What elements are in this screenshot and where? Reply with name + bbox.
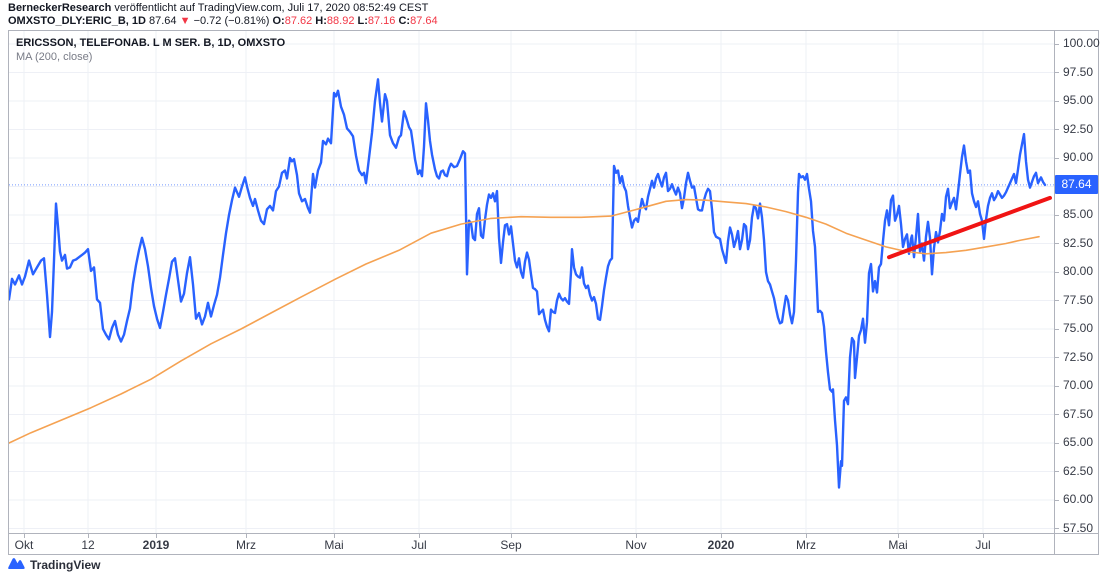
high-key: H: <box>315 15 327 27</box>
price-tick-label: 82.50 <box>1063 235 1094 250</box>
time-tick <box>721 534 722 538</box>
author-name: BerneckerResearch <box>8 2 112 14</box>
price-tick <box>1055 44 1059 45</box>
price-scale[interactable]: 100.00 97.50 95.00 92.50 90.00 85.00 82.50 80.0… <box>1055 31 1100 535</box>
time-tick <box>156 534 157 538</box>
price-tick <box>1055 357 1059 358</box>
price-tick <box>1055 215 1059 216</box>
price-chart-canvas[interactable] <box>9 31 1054 533</box>
close-key: C: <box>398 15 411 27</box>
price-tick-label: 65.00 <box>1063 435 1094 449</box>
price-tick <box>1055 72 1059 73</box>
time-tick <box>24 534 25 538</box>
trend-line-drawing[interactable] <box>887 195 1052 260</box>
time-tick-label: 12 <box>81 538 95 552</box>
price-tick <box>1055 329 1059 330</box>
open-key: O: <box>272 15 285 27</box>
price-tick-label: 90.00 <box>1063 150 1094 164</box>
time-tick-label: 2019 <box>142 538 170 552</box>
price-tick-label: 85.00 <box>1063 207 1094 221</box>
price-tick <box>1055 414 1059 415</box>
time-tick <box>898 534 899 538</box>
price-tick-label: 57.50 <box>1063 520 1094 535</box>
low-value: 87.16 <box>367 15 396 27</box>
price-tick-label: 67.50 <box>1063 406 1094 421</box>
last-price-value: 87.64 <box>149 15 177 27</box>
price-line[interactable] <box>9 78 1047 489</box>
price-tick <box>1055 471 1059 472</box>
price-tick <box>1055 129 1059 130</box>
high-value: 88.92 <box>326 15 355 27</box>
chart-legend[interactable]: ERICSSON, TELEFONAB. L M SER. B, 1D, OMX… <box>16 36 285 64</box>
close-value: 87.64 <box>410 15 438 27</box>
legend-symbol-title: ERICSSON, TELEFONAB. L M SER. B, 1D, OMX… <box>16 37 286 49</box>
publication-note: veröffentlicht auf TradingView.com, Juli… <box>111 2 429 14</box>
price-tick-label: 70.00 <box>1063 378 1094 392</box>
time-tick-label: Sep <box>500 538 522 552</box>
price-tick-label: 77.50 <box>1063 292 1094 307</box>
time-tick-label: Jul <box>411 538 427 552</box>
price-tick <box>1055 243 1059 244</box>
price-tick-label: 92.50 <box>1063 121 1094 136</box>
legend-ma-label: MA (200, close) <box>16 51 93 63</box>
chart-frame: ERICSSON, TELEFONAB. L M SER. B, 1D, OMX… <box>8 30 1100 555</box>
time-tick <box>636 534 637 538</box>
time-tick-label: Nov <box>625 538 647 552</box>
price-tick-label: 100.00 <box>1063 36 1100 50</box>
tradingview-watermark[interactable]: TradingView <box>8 557 100 573</box>
time-tick <box>246 534 247 538</box>
price-tick-label: 72.50 <box>1063 349 1094 364</box>
price-tick-label: 75.00 <box>1063 321 1094 335</box>
time-tick <box>88 534 89 538</box>
open-value: 87.62 <box>284 15 313 27</box>
time-scale[interactable]: Okt 12 2019 Mrz Mai Jul Sep Nov 2020 Mrz Mai Jul <box>9 534 1054 554</box>
symbol-name: OMXSTO_DLY:ERIC_B, 1D <box>8 15 146 27</box>
time-tick <box>419 534 420 538</box>
price-tick-label: 97.50 <box>1063 64 1094 79</box>
time-scale-separator <box>9 533 1098 534</box>
time-tick-label: Mrz <box>236 538 256 552</box>
publication-byline: BerneckerResearch veröffentlicht auf Tra… <box>8 2 438 15</box>
symbol-info-row: OMXSTO_DLY:ERIC_B, 1D 87.64 ▼ −0.72 (−0.… <box>8 15 438 28</box>
price-tick <box>1055 443 1059 444</box>
down-arrow-icon: ▼ <box>179 15 191 27</box>
price-scale-separator <box>1054 31 1055 554</box>
time-tick <box>511 534 512 538</box>
time-tick <box>806 534 807 538</box>
time-tick <box>983 534 984 538</box>
price-tick-label: 62.50 <box>1063 463 1094 478</box>
price-tick <box>1055 300 1059 301</box>
time-tick-label: Jul <box>975 538 991 552</box>
time-tick-label: 2020 <box>707 538 735 552</box>
price-change: −0.72 (−0.81%) <box>193 15 270 27</box>
price-tick <box>1055 528 1059 529</box>
time-tick-label: Mai <box>888 538 908 552</box>
price-tick <box>1055 101 1059 102</box>
tradingview-logo-icon <box>8 557 25 573</box>
price-tick-label: 80.00 <box>1063 264 1094 278</box>
price-tick-label: 60.00 <box>1063 492 1094 506</box>
time-tick-label: Okt <box>14 538 34 552</box>
publication-header: BerneckerResearch veröffentlicht auf Tra… <box>8 2 438 28</box>
time-tick <box>334 534 335 538</box>
last-price-label: 87.64 <box>1055 175 1098 194</box>
ma-line[interactable] <box>9 198 1040 444</box>
price-tick-label: 95.00 <box>1063 93 1094 107</box>
tradingview-watermark-text: TradingView <box>30 558 101 572</box>
price-tick <box>1055 272 1059 273</box>
price-tick <box>1055 500 1059 501</box>
low-key: L: <box>357 15 368 27</box>
time-tick-label: Mrz <box>796 538 816 552</box>
price-tick <box>1055 386 1059 387</box>
price-tick <box>1055 158 1059 159</box>
time-tick-label: Mai <box>324 538 344 552</box>
